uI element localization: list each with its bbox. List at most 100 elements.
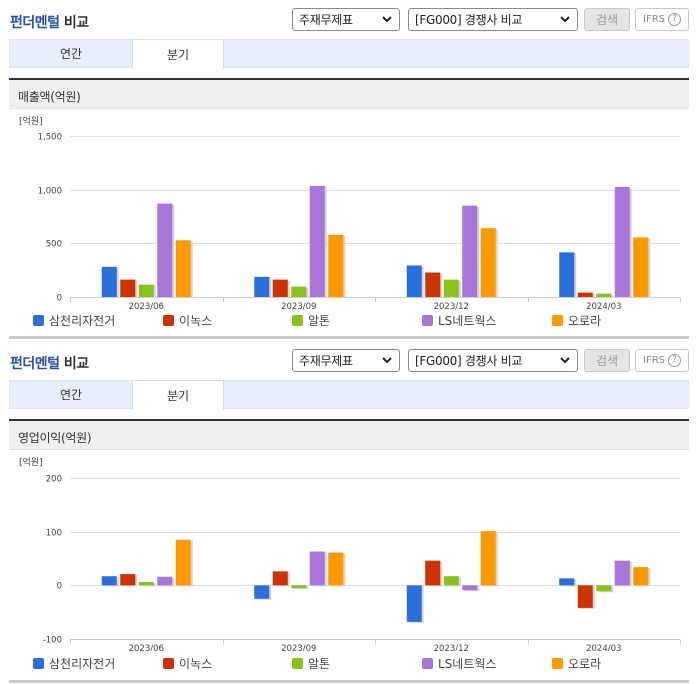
- legend-item[interactable]: 오로라: [552, 312, 601, 329]
- help-icon: ?: [668, 13, 681, 26]
- section-title: 영업이익(억원): [9, 419, 689, 450]
- bar[interactable]: [254, 276, 270, 297]
- legend-swatch-icon: [552, 658, 563, 669]
- bar[interactable]: [443, 279, 459, 297]
- search-button[interactable]: 검색: [584, 8, 630, 31]
- bar[interactable]: [406, 585, 422, 622]
- bar[interactable]: [157, 203, 173, 297]
- y-tick-label: 100: [46, 529, 62, 539]
- bar[interactable]: [425, 560, 441, 586]
- bar[interactable]: [120, 574, 136, 586]
- bar[interactable]: [328, 552, 344, 586]
- bar[interactable]: [309, 185, 325, 297]
- legend-item[interactable]: 알톤: [292, 655, 330, 672]
- bar[interactable]: [120, 279, 136, 297]
- bar[interactable]: [462, 585, 478, 591]
- bar[interactable]: [138, 582, 154, 586]
- legend-label: 삼천리자전거: [49, 314, 116, 328]
- chevron-down-icon: [560, 16, 570, 23]
- section-title: 매출액(억원): [9, 78, 689, 109]
- legend-swatch-icon: [292, 658, 303, 669]
- legend-label: 이녹스: [179, 314, 213, 328]
- x-tick-label: 2023/09: [281, 302, 316, 310]
- bar[interactable]: [309, 551, 325, 586]
- bar[interactable]: [272, 279, 288, 297]
- legend-item[interactable]: 알톤: [292, 312, 330, 329]
- bar[interactable]: [328, 234, 344, 297]
- bar[interactable]: [559, 252, 575, 297]
- bar[interactable]: [596, 585, 612, 592]
- bar[interactable]: [254, 585, 270, 599]
- legend-label: 알톤: [308, 657, 331, 671]
- bar[interactable]: [157, 576, 173, 586]
- tab-quarterly[interactable]: 분기: [132, 380, 224, 410]
- bar[interactable]: [462, 205, 478, 297]
- legend-label: 삼천리자전거: [49, 657, 116, 671]
- revenue-chart: [억원] 0 500 1,000 1,500 2023/06 2023/09 2023/12 2…: [0, 110, 696, 342]
- legend-item[interactable]: 오로라: [552, 655, 601, 672]
- tab-annual[interactable]: 연간: [59, 388, 83, 402]
- legend-swatch-icon: [163, 658, 174, 669]
- bar[interactable]: [577, 585, 593, 608]
- tab-annual[interactable]: 연간: [59, 47, 83, 61]
- search-button[interactable]: 검색: [584, 349, 630, 372]
- operating-income-chart: [억원] -100 0 100 200 2023/06 2023/09 2023/12 2024…: [0, 451, 696, 683]
- bar[interactable]: [633, 237, 649, 297]
- x-tick-label: 2024/03: [586, 644, 621, 651]
- bar[interactable]: [480, 531, 496, 586]
- bar[interactable]: [614, 186, 630, 297]
- statement-select[interactable]: 주재무제표: [292, 349, 400, 372]
- bar[interactable]: [291, 585, 307, 589]
- legend-label: LS네트웍스: [438, 314, 497, 328]
- legend-item[interactable]: 삼천리자전거: [33, 312, 115, 329]
- legend-label: 이녹스: [179, 657, 213, 671]
- group-select[interactable]: [FG000] 경쟁사 비교: [408, 349, 578, 372]
- x-tick-label: 2023/12: [434, 644, 469, 651]
- y-axis-unit: [억원]: [19, 115, 43, 127]
- bar[interactable]: [272, 571, 288, 586]
- panel-operating-income: 펀더멘털 비교 주재무제표 [FG000] 경쟁사 비교 검색 IFRS ? 연…: [0, 341, 696, 683]
- bar[interactable]: [101, 576, 117, 586]
- legend-label: LS네트웍스: [438, 657, 497, 671]
- y-tick-label: -100: [43, 636, 62, 646]
- bar[interactable]: [425, 272, 441, 297]
- legend-item[interactable]: LS네트웍스: [422, 312, 496, 329]
- bar[interactable]: [175, 240, 191, 297]
- x-tick-label: 2023/06: [129, 644, 164, 651]
- page-title: 펀더멘털 비교: [10, 15, 89, 31]
- bar[interactable]: [291, 286, 307, 297]
- legend-swatch-icon: [422, 658, 433, 669]
- bar[interactable]: [614, 560, 630, 586]
- y-tick-label: 1,000: [38, 187, 62, 197]
- chevron-down-icon: [560, 357, 570, 364]
- tab-quarterly[interactable]: 분기: [132, 39, 224, 69]
- ifrs-button[interactable]: IFRS ?: [635, 8, 689, 31]
- legend-item[interactable]: 이녹스: [163, 312, 212, 329]
- legend-swatch-icon: [33, 658, 44, 669]
- bar[interactable]: [480, 228, 496, 297]
- statement-select[interactable]: 주재무제표: [292, 8, 400, 31]
- legend-item[interactable]: LS네트웍스: [422, 655, 496, 672]
- chevron-down-icon: [382, 16, 392, 23]
- legend-item[interactable]: 삼천리자전거: [33, 655, 115, 672]
- legend-item[interactable]: 이녹스: [163, 655, 212, 672]
- bar[interactable]: [443, 576, 459, 586]
- y-tick-label: 0: [57, 582, 62, 592]
- y-tick-label: 1,500: [38, 133, 62, 143]
- ifrs-button[interactable]: IFRS ?: [635, 349, 689, 372]
- bar[interactable]: [406, 265, 422, 297]
- legend-label: 오로라: [568, 657, 602, 671]
- bar[interactable]: [596, 293, 612, 297]
- bar-chart: [억원] 0 500 1,000 1,500 2023/06 2023/09 2023/12 2…: [19, 115, 681, 310]
- bar[interactable]: [559, 578, 575, 586]
- bar-chart: [억원] -100 0 100 200 2023/06 2023/09 2023/12 2024…: [19, 456, 681, 651]
- bar[interactable]: [633, 567, 649, 586]
- page-title: 펀더멘털 비교: [10, 356, 89, 372]
- bar[interactable]: [101, 266, 117, 297]
- group-select[interactable]: [FG000] 경쟁사 비교: [408, 8, 578, 31]
- bar[interactable]: [138, 284, 154, 297]
- x-tick-label: 2023/12: [434, 302, 469, 310]
- bar[interactable]: [175, 539, 191, 586]
- legend-swatch-icon: [163, 315, 174, 326]
- bar[interactable]: [577, 292, 593, 297]
